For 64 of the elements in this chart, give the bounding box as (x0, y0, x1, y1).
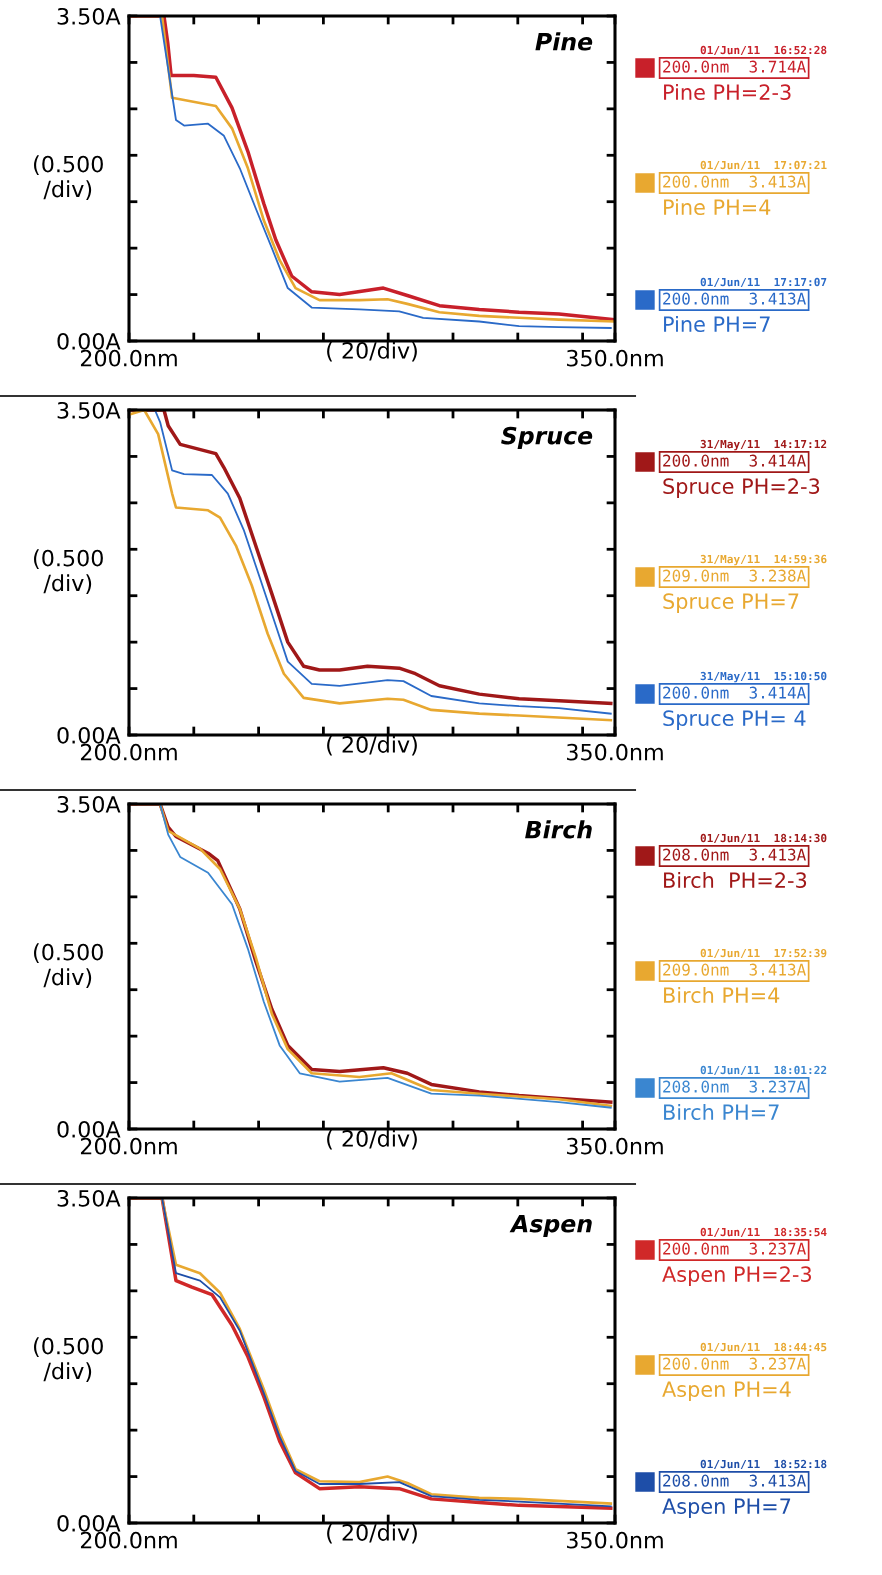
y-tick-label: 0.00A (57, 1120, 121, 1138)
legend-label: Aspen PH=7 (662, 1498, 791, 1519)
text: 209.0nm 3.238A (663, 569, 806, 582)
text: Spruce (501, 426, 593, 450)
x-tick-label: 350.0nm (567, 743, 663, 761)
text: 01/Jun/11 18:14:30 (700, 833, 827, 844)
y-tick-label: 3.50A (57, 401, 121, 419)
x-tick-label: 350.0nm (567, 349, 663, 367)
text: 208.0nm 3.413A (663, 1474, 806, 1487)
text: 209.0nm 3.413A (663, 963, 806, 976)
text: 31/May/11 14:59:36 (700, 554, 827, 566)
text: 01/Jun/11 17:17:07 (700, 277, 827, 288)
x-tick-label: 200.0nm (80, 349, 177, 367)
legend-label: Spruce PH= 4 (663, 710, 806, 731)
legend-label: Pine PH=7 (664, 315, 770, 333)
legend-label: Birch PH=4 (664, 986, 780, 1004)
text: 200.0nm 3.413A (663, 292, 806, 305)
x-tick-label: 200.0nm (80, 1137, 177, 1155)
legend-label: Aspen PH=2-3 (662, 1266, 812, 1287)
text: 31/May/11 15:10:50 (700, 671, 827, 683)
text: 01/Jun/11 17:52:39 (700, 948, 827, 959)
x-axis-title: ( 20/div) (327, 1129, 417, 1150)
x-tick-label: 350.0nm (567, 1531, 663, 1549)
y-tick-label: 3.50A (57, 1189, 121, 1207)
text: 200.0nm 3.414A (663, 686, 806, 699)
x-tick-label: 200.0nm (80, 743, 177, 761)
text: 01/Jun/11 18:35:54 (700, 1227, 827, 1238)
text: Pine (535, 32, 593, 51)
text: 01/Jun/11 16:52:28 (700, 45, 827, 56)
x-axis-title: ( 20/div) (327, 341, 417, 362)
text: Birch PH=2-3 (664, 871, 807, 889)
text: 31/May/11 14:17:12 (700, 439, 827, 451)
x-axis-title: ( 20/div) (327, 735, 417, 756)
legend-label: Spruce PH=7 (663, 593, 799, 614)
y-axis-title: (0.500 /div) (34, 943, 103, 988)
y-axis-title: (0.500 /div) (34, 549, 103, 594)
text: 208.0nm 3.413A (663, 848, 806, 861)
text: 208.0nm 3.237A (663, 1080, 806, 1093)
text: Birch (525, 820, 592, 839)
text: 01/Jun/11 18:44:45 (700, 1342, 827, 1353)
y-tick-label: 3.50A (57, 7, 121, 25)
y-tick-label: 0.00A (57, 726, 121, 744)
y-tick-label: 3.50A (57, 795, 121, 813)
y-tick-label: 0.00A (57, 332, 121, 350)
text: 200.0nm 3.237A (663, 1357, 806, 1370)
legend-label: Pine PH=2-3 (664, 83, 791, 101)
text: 200.0nm 3.414A (663, 454, 806, 467)
text: 01/Jun/11 18:52:18 (700, 1459, 827, 1470)
legend-label: Aspen PH=4 (662, 1381, 791, 1402)
legend-label: Birch PH=7 (664, 1103, 779, 1121)
legend-label: Pine PH=4 (664, 198, 771, 216)
x-tick-label: 350.0nm (567, 1137, 663, 1155)
text: 200.0nm 3.714A (663, 60, 806, 73)
x-axis-title: ( 20/div) (327, 1523, 417, 1544)
text: 200.0nm 3.237A (663, 1242, 806, 1255)
y-tick-label: 0.00A (57, 1514, 121, 1532)
text: Aspen (509, 1214, 592, 1238)
text: 200.0nm 3.413A (663, 175, 806, 188)
legend-label: Spruce PH=2-3 (663, 478, 820, 499)
y-axis-title: (0.500 /div) (34, 155, 103, 200)
text: 01/Jun/11 17:07:21 (700, 160, 827, 171)
y-axis-title: (0.500 /div) (34, 1337, 103, 1382)
text: 01/Jun/11 18:01:22 (700, 1065, 827, 1076)
x-tick-label: 200.0nm (80, 1531, 177, 1549)
